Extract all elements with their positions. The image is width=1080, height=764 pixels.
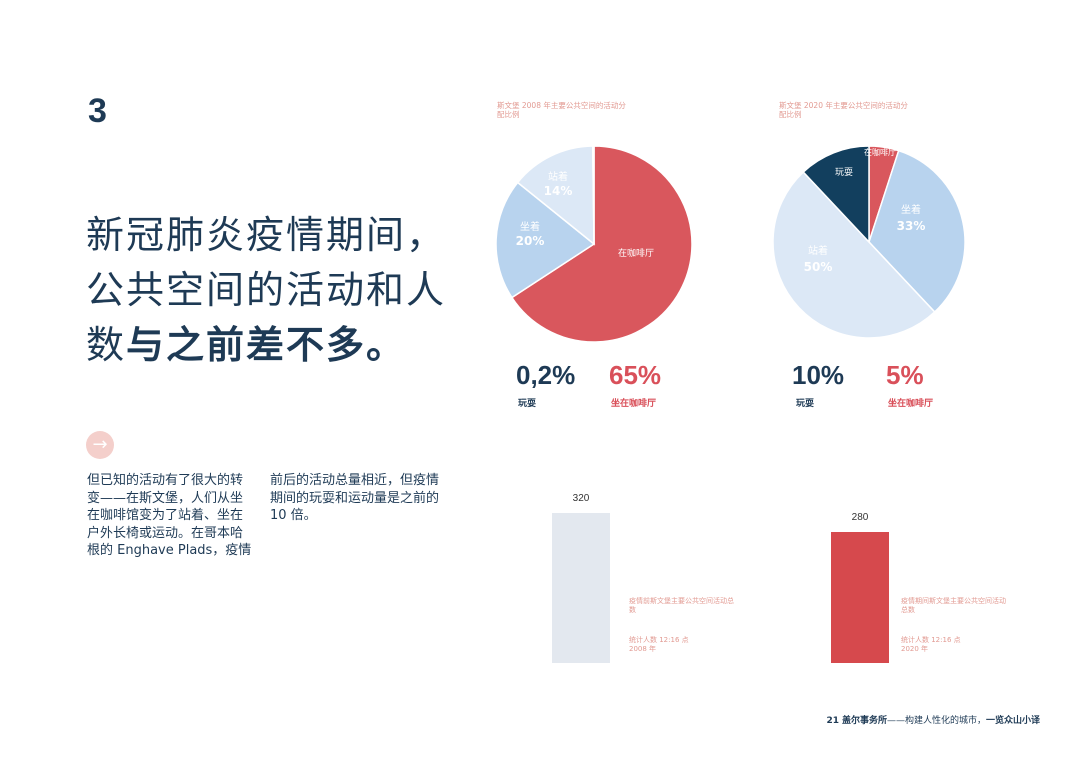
pie1-stat2-value: 65% — [609, 360, 662, 390]
headline-bold: 与之前差不多。 — [126, 323, 407, 367]
pie1-slice-1 — [495, 181, 596, 299]
footer-publisher: 一览众山小译 — [985, 716, 1040, 726]
pie2-label-standing: 站着 — [808, 244, 828, 257]
pie1-label-standing: 站着 — [548, 170, 568, 183]
pie2-chart: 在咖啡厅 玩耍 坐着 33% 站着 50% — [772, 145, 966, 339]
pie1-label-cafe: 在咖啡厅 — [618, 247, 654, 259]
pie1-slice-3 — [592, 145, 595, 245]
bar-2008-caption: 疫情前斯文堡主要公共空间活动总数 — [629, 597, 734, 614]
bar-2020-subcaption: 统计人数 12:16 点 2020 年 — [901, 636, 961, 653]
pie1-label-standing-pct: 14% — [544, 184, 573, 198]
pie1-chart: 在咖啡厅 坐着 20% 站着 14% — [495, 145, 693, 343]
pie2-stat1-label: 玩耍 — [796, 399, 815, 409]
section-number: 3 — [88, 92, 107, 130]
pie2-title: 斯文堡 2020 年主要公共空间的活动分配比例 — [779, 101, 908, 119]
footer-firm: 盖尔事务所 — [841, 716, 887, 726]
arrow-right-icon: → — [86, 431, 114, 459]
pie1-label-sitting: 坐着 — [520, 220, 540, 233]
footer: 21 盖尔事务所——构建人性化的城市，一览众山小译 — [827, 713, 1040, 726]
body-text-col2: 前后的活动总量相近，但疫情期间的玩耍和运动量是之前的 10 倍。 — [270, 473, 440, 523]
pie2-slice-2 — [772, 170, 936, 339]
footer-page: 21 — [826, 716, 840, 726]
pie2-slice-3 — [802, 145, 870, 244]
bar-2008-subcaption: 统计人数 12:16 点 2008 年 — [629, 636, 689, 653]
bar-2020 — [831, 531, 889, 663]
pie1-slice-2 — [516, 145, 595, 246]
pie2-label-play: 玩耍 — [835, 167, 853, 178]
pie2-slice-1 — [868, 149, 966, 314]
pie1-stat1-label: 玩耍 — [518, 399, 537, 409]
pie2-label-sitting-pct: 33% — [897, 219, 926, 233]
pie2-stat1-value: 10% — [792, 360, 845, 390]
pie2-label-cafe: 在咖啡厅 — [864, 147, 896, 157]
pie1-stat1-value: 0,2% — [516, 360, 576, 390]
footer-dash: ——构建人性化的城市， — [886, 716, 986, 726]
headline: 新冠肺炎疫情期间，公共空间的活动和人数与之前差不多。 — [86, 208, 446, 373]
pie1-stat2-label: 坐在咖啡厅 — [611, 399, 657, 409]
bar-2008-value: 320 — [572, 493, 590, 504]
pie2-label-standing-pct: 50% — [804, 260, 833, 274]
pie2-stat2-value: 5% — [886, 360, 924, 390]
bar-2020-caption: 疫情期间斯文堡主要公共空间活动总数 — [901, 597, 1006, 614]
bar-2008 — [552, 513, 610, 663]
body-text-col1: 但已知的活动有了很大的转变——在斯文堡，人们从坐在咖啡馆变为了站着、坐在户外长椅… — [87, 473, 252, 558]
pie1-slice-0 — [510, 145, 693, 343]
pie2-stat2-label: 坐在咖啡厅 — [888, 399, 934, 409]
bar-2020-value: 280 — [851, 511, 869, 523]
headline-normal: 新冠肺炎疫情期间，公共空间的活动和人数 — [86, 213, 447, 367]
pie1-label-sitting-pct: 20% — [516, 234, 545, 248]
pie1-title: 斯文堡 2008 年主要公共空间的活动分配比例 — [497, 101, 626, 119]
pie2-label-sitting: 坐着 — [901, 203, 921, 216]
